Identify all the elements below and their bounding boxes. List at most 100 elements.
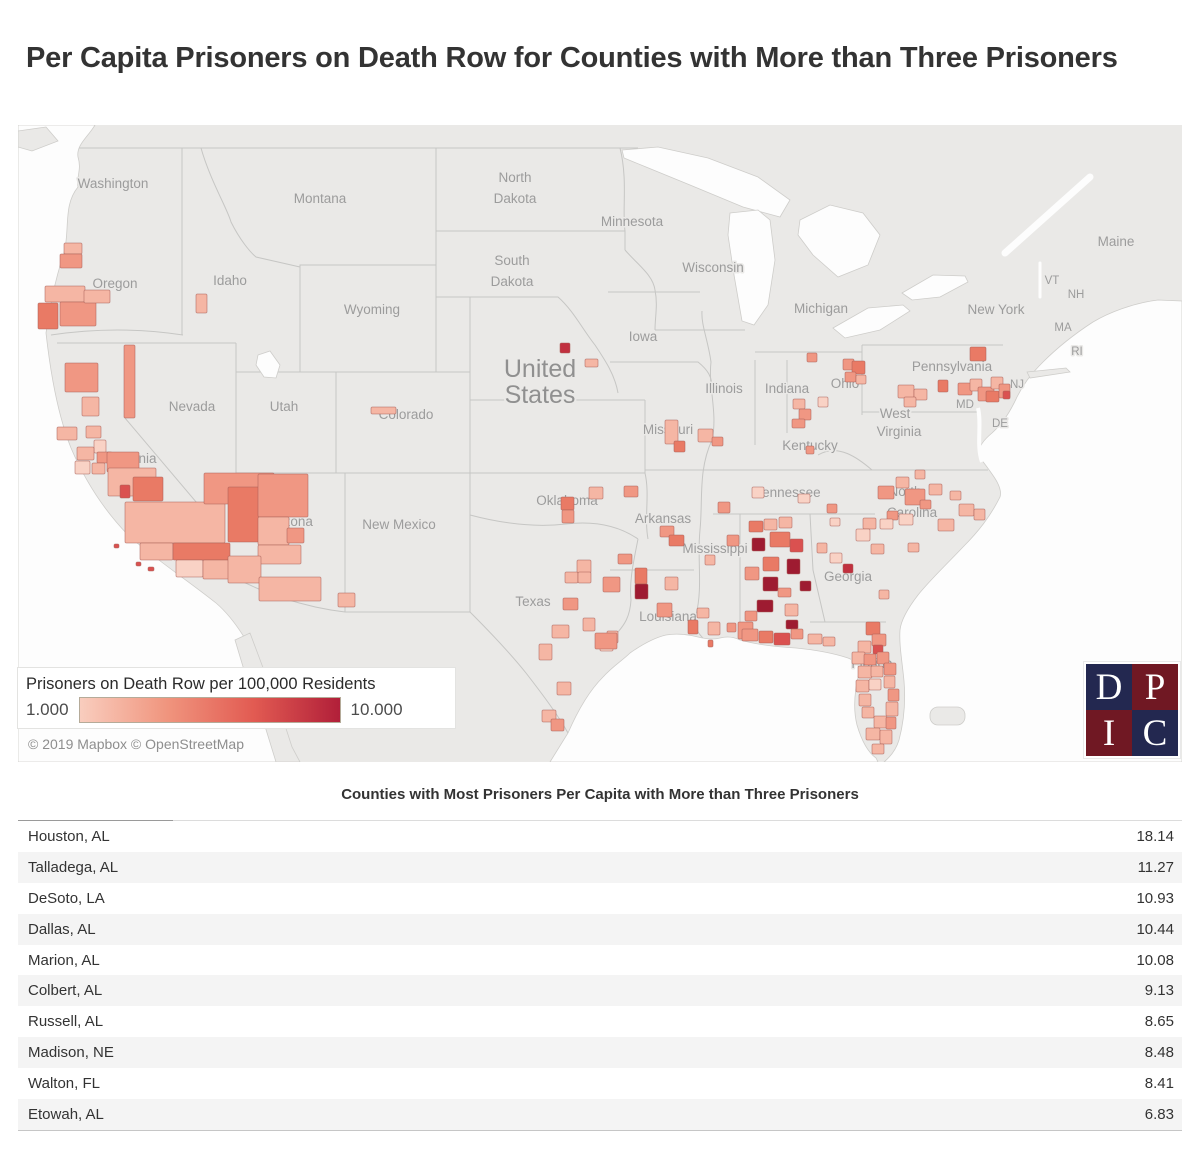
county-mark[interactable]: [582, 617, 596, 632]
county-mark[interactable]: [538, 643, 553, 661]
table-row[interactable]: Marion, AL 10.08: [18, 945, 1182, 976]
county-mark[interactable]: [551, 624, 570, 639]
county-mark[interactable]: [227, 486, 262, 543]
county-mark[interactable]: [862, 517, 877, 530]
county-mark[interactable]: [602, 576, 621, 593]
county-mark[interactable]: [870, 543, 885, 555]
table-row[interactable]: Dallas, AL 10.44: [18, 913, 1182, 945]
county-mark[interactable]: [726, 534, 740, 547]
county-mark[interactable]: [883, 662, 897, 676]
county-mark[interactable]: [903, 396, 917, 408]
county-mark[interactable]: [594, 632, 618, 650]
county-mark[interactable]: [799, 580, 812, 592]
county-mark[interactable]: [576, 559, 592, 574]
county-mark[interactable]: [763, 518, 778, 531]
county-mark[interactable]: [885, 716, 897, 730]
county-mark[interactable]: [784, 603, 799, 617]
county-mark[interactable]: [124, 501, 226, 544]
county-mark[interactable]: [829, 552, 843, 564]
county-mark[interactable]: [559, 342, 571, 354]
county-mark[interactable]: [873, 715, 888, 729]
table-row[interactable]: Walton, FL 8.41: [18, 1068, 1182, 1099]
county-mark[interactable]: [227, 555, 262, 584]
county-mark[interactable]: [878, 589, 890, 600]
county-mark[interactable]: [797, 493, 811, 504]
county-mark[interactable]: [561, 509, 575, 524]
county-mark[interactable]: [985, 390, 1000, 403]
county-mark[interactable]: [949, 490, 962, 501]
county-mark[interactable]: [83, 289, 111, 304]
county-mark[interactable]: [751, 486, 765, 499]
county-mark[interactable]: [37, 302, 59, 330]
table-row[interactable]: Talladega, AL 11.27: [18, 851, 1182, 883]
county-mark[interactable]: [791, 418, 806, 429]
county-mark[interactable]: [257, 473, 309, 518]
county-mark[interactable]: [1002, 390, 1011, 400]
county-mark[interactable]: [85, 425, 102, 439]
county-mark[interactable]: [790, 628, 804, 640]
county-mark[interactable]: [870, 665, 884, 678]
county-mark[interactable]: [842, 563, 854, 574]
county-mark[interactable]: [744, 610, 758, 622]
county-mark[interactable]: [564, 571, 579, 584]
county-mark[interactable]: [726, 622, 737, 633]
county-mark[interactable]: [673, 440, 686, 453]
county-mark[interactable]: [829, 517, 841, 527]
county-mark[interactable]: [879, 518, 894, 530]
county-mark[interactable]: [789, 538, 804, 553]
county-mark[interactable]: [897, 384, 915, 399]
table-row[interactable]: Houston, AL 18.14: [18, 821, 1182, 852]
county-mark[interactable]: [634, 567, 648, 585]
county-mark[interactable]: [687, 619, 699, 635]
county-mark[interactable]: [969, 346, 987, 362]
county-mark[interactable]: [123, 344, 136, 419]
county-mark[interactable]: [588, 486, 604, 500]
county-mark[interactable]: [697, 428, 714, 443]
county-mark[interactable]: [855, 528, 871, 542]
county-mark[interactable]: [973, 508, 986, 521]
county-mark[interactable]: [877, 485, 895, 500]
county-mark[interactable]: [798, 408, 812, 421]
county-mark[interactable]: [895, 476, 910, 489]
county-mark[interactable]: [928, 483, 943, 496]
county-mark[interactable]: [785, 619, 799, 630]
county-mark[interactable]: [44, 285, 86, 303]
county-mark[interactable]: [195, 293, 208, 314]
county-mark[interactable]: [664, 576, 679, 591]
county-mark[interactable]: [175, 559, 204, 578]
county-mark[interactable]: [286, 527, 305, 544]
county-mark[interactable]: [664, 419, 679, 445]
county-mark[interactable]: [113, 543, 120, 549]
county-mark[interactable]: [858, 693, 872, 707]
county-mark[interactable]: [147, 566, 155, 572]
county-mark[interactable]: [786, 558, 801, 575]
county-marks-layer[interactable]: [37, 242, 1011, 755]
county-mark[interactable]: [822, 636, 836, 647]
county-mark[interactable]: [634, 583, 649, 600]
county-mark[interactable]: [816, 542, 828, 554]
county-mark[interactable]: [887, 688, 900, 702]
county-mark[interactable]: [855, 374, 867, 385]
county-mark[interactable]: [857, 640, 872, 654]
county-mark[interactable]: [769, 531, 791, 548]
county-mark[interactable]: [937, 379, 949, 393]
county-mark[interactable]: [711, 436, 724, 447]
county-mark[interactable]: [817, 396, 829, 408]
county-mark[interactable]: [863, 653, 877, 666]
county-mark[interactable]: [879, 729, 893, 745]
county-mark[interactable]: [805, 445, 815, 455]
county-mark[interactable]: [59, 253, 83, 269]
county-mark[interactable]: [777, 587, 792, 598]
county-mark[interactable]: [257, 516, 290, 546]
county-mark[interactable]: [885, 701, 899, 717]
county-mark[interactable]: [914, 469, 926, 480]
county-mark[interactable]: [63, 242, 83, 255]
county-mark[interactable]: [865, 621, 881, 636]
table-row[interactable]: Madison, NE 8.48: [18, 1037, 1182, 1069]
county-mark[interactable]: [707, 639, 714, 648]
county-mark[interactable]: [93, 439, 107, 454]
county-mark[interactable]: [762, 576, 779, 592]
county-mark[interactable]: [132, 476, 164, 502]
county-mark[interactable]: [876, 651, 890, 665]
county-mark[interactable]: [656, 602, 673, 618]
